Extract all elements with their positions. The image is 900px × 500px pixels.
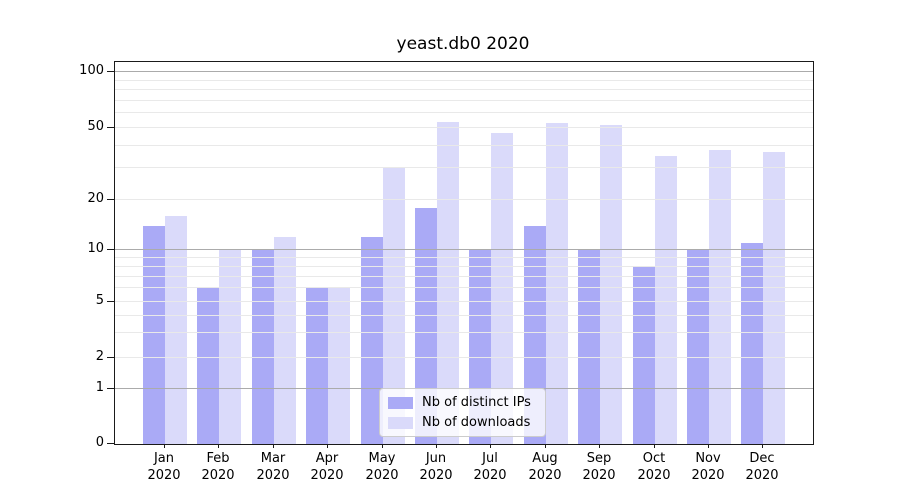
bar-distinct-ips-may <box>361 237 383 444</box>
gridline-70 <box>115 100 813 101</box>
bar-downloads-sep <box>600 125 622 444</box>
legend: Nb of distinct IPs Nb of downloads <box>379 388 546 437</box>
x-tick-mark-sep <box>599 444 600 448</box>
bar-downloads-feb <box>219 250 241 444</box>
gridline-4 <box>115 315 813 316</box>
y-tick-label-2: 2 <box>95 349 104 364</box>
gridline-6 <box>115 287 813 288</box>
gridline-8 <box>115 266 813 267</box>
legend-label-distinct-ips: Nb of distinct IPs <box>422 395 531 410</box>
y-tick-label-1: 1 <box>95 380 104 395</box>
legend-swatch-distinct-ips <box>388 396 413 409</box>
x-tick-mark-feb <box>218 444 219 448</box>
bar-distinct-ips-apr <box>306 288 328 444</box>
gridline-80 <box>115 89 813 90</box>
gridline-60 <box>115 112 813 113</box>
x-axis-labels: Jan 2020 Feb 2020 Mar 2020 Apr 2020 May 2020 Jun 20… <box>114 451 812 491</box>
bar-downloads-jan <box>165 216 187 444</box>
x-tick-label-may: May 2020 <box>365 451 399 483</box>
x-tick-label-sep: Sep 2020 <box>582 451 616 483</box>
x-tick-mark-aug <box>545 444 546 448</box>
gridline-3 <box>115 332 813 333</box>
x-tick-mark-nov <box>708 444 709 448</box>
x-tick-label-apr: Apr 2020 <box>310 451 344 483</box>
y-tick-label-20: 20 <box>87 191 104 206</box>
x-tick-label-mar: Mar 2020 <box>256 451 290 483</box>
gridline-9 <box>115 257 813 258</box>
y-tick-label-0: 0 <box>95 435 104 450</box>
y-axis-labels: 0 1 2 5 10 20 50 100 <box>30 61 104 450</box>
bar-distinct-ips-dec <box>741 243 763 444</box>
legend-row: Nb of downloads <box>388 415 531 430</box>
x-tick-label-jul: Jul 2020 <box>473 451 507 483</box>
x-tick-label-aug: Aug 2020 <box>528 451 562 483</box>
gridline-20 <box>115 199 813 200</box>
y-tick-label-100: 100 <box>79 63 104 78</box>
bar-downloads-oct <box>655 156 677 444</box>
gridline-30 <box>115 167 813 168</box>
bar-distinct-ips-mar <box>252 250 274 444</box>
x-tick-label-nov: Nov 2020 <box>691 451 725 483</box>
bar-distinct-ips-nov <box>687 250 709 444</box>
gridline-40 <box>115 145 813 146</box>
bar-downloads-jul <box>491 133 513 444</box>
bar-downloads-mar <box>274 237 296 444</box>
x-tick-mark-jun <box>436 444 437 448</box>
y-tick-mark-5 <box>107 301 114 302</box>
chart-title: yeast.db0 2020 <box>396 34 530 54</box>
bar-downloads-nov <box>709 150 731 444</box>
bar-downloads-may <box>383 168 405 444</box>
legend-label-downloads: Nb of downloads <box>422 415 531 430</box>
x-tick-label-jun: Jun 2020 <box>419 451 453 483</box>
x-tick-mark-may <box>382 444 383 448</box>
y-tick-mark-100 <box>107 71 114 72</box>
y-tick-label-50: 50 <box>87 119 104 134</box>
y-tick-mark-1 <box>107 388 114 389</box>
gridline-100 <box>115 71 813 72</box>
y-tick-mark-10 <box>107 249 114 250</box>
y-tick-mark-20 <box>107 199 114 200</box>
x-tick-mark-apr <box>327 444 328 448</box>
gridline-50 <box>115 127 813 128</box>
y-tick-label-10: 10 <box>87 241 104 256</box>
bar-downloads-jun <box>437 122 459 444</box>
bar-distinct-ips-jun <box>415 208 437 444</box>
x-tick-mark-jan <box>164 444 165 448</box>
y-tick-label-5: 5 <box>95 293 104 308</box>
gridline-90 <box>115 80 813 81</box>
bar-distinct-ips-sep <box>578 250 600 444</box>
x-tick-label-dec: Dec 2020 <box>745 451 779 483</box>
gridline-7 <box>115 276 813 277</box>
bar-downloads-apr <box>328 288 350 444</box>
y-tick-mark-0 <box>107 443 114 444</box>
gridline-2 <box>115 357 813 358</box>
gridline-10 <box>115 249 813 250</box>
plot-area: Nb of distinct IPs Nb of downloads <box>114 61 814 445</box>
bar-distinct-ips-jan <box>143 226 165 444</box>
y-tick-mark-50 <box>107 127 114 128</box>
x-tick-mark-oct <box>654 444 655 448</box>
bar-distinct-ips-oct <box>633 267 655 444</box>
x-tick-label-oct: Oct 2020 <box>637 451 671 483</box>
legend-row: Nb of distinct IPs <box>388 395 531 410</box>
x-tick-label-jan: Jan 2020 <box>147 451 181 483</box>
x-tick-mark-dec <box>762 444 763 448</box>
legend-swatch-downloads <box>388 416 413 429</box>
x-tick-label-feb: Feb 2020 <box>201 451 235 483</box>
bar-distinct-ips-feb <box>197 288 219 444</box>
bar-downloads-aug <box>546 123 568 444</box>
y-tick-mark-2 <box>107 357 114 358</box>
bar-downloads-dec <box>763 152 785 444</box>
x-tick-mark-mar <box>273 444 274 448</box>
x-tick-mark-jul <box>490 444 491 448</box>
gridline-5 <box>115 301 813 302</box>
